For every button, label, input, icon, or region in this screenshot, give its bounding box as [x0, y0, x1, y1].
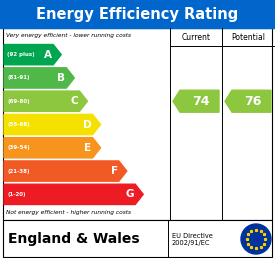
Text: Energy Efficiency Rating: Energy Efficiency Rating — [36, 6, 239, 21]
Text: (81-91): (81-91) — [7, 75, 29, 80]
Polygon shape — [4, 68, 74, 88]
Polygon shape — [4, 91, 87, 111]
Polygon shape — [4, 138, 101, 158]
Text: 76: 76 — [244, 95, 261, 108]
Text: A: A — [44, 50, 52, 60]
Polygon shape — [173, 90, 219, 112]
Text: (21-38): (21-38) — [7, 168, 29, 174]
Text: B: B — [57, 73, 65, 83]
Polygon shape — [225, 90, 271, 112]
Text: F: F — [111, 166, 118, 176]
Polygon shape — [4, 161, 127, 181]
Text: E: E — [84, 143, 92, 153]
Text: Potential: Potential — [231, 33, 265, 42]
Text: Not energy efficient - higher running costs: Not energy efficient - higher running co… — [6, 210, 131, 215]
Text: Very energy efficient - lower running costs: Very energy efficient - lower running co… — [6, 34, 131, 38]
Bar — [3, 28, 272, 220]
Circle shape — [241, 224, 271, 254]
Text: (39-54): (39-54) — [7, 145, 30, 150]
Polygon shape — [4, 114, 101, 135]
Text: (1-20): (1-20) — [7, 192, 26, 197]
Text: G: G — [126, 189, 134, 199]
Text: 74: 74 — [192, 95, 209, 108]
Text: (92 plus): (92 plus) — [7, 52, 35, 57]
Text: Current: Current — [182, 33, 210, 42]
Text: (55-68): (55-68) — [7, 122, 30, 127]
Bar — [0, 0, 275, 28]
Text: EU Directive
2002/91/EC: EU Directive 2002/91/EC — [172, 232, 213, 246]
Text: England & Wales: England & Wales — [8, 232, 140, 246]
Text: D: D — [83, 119, 92, 130]
Text: C: C — [71, 96, 78, 106]
Text: (69-80): (69-80) — [7, 99, 30, 104]
Polygon shape — [4, 184, 143, 205]
Bar — [3, 220, 272, 257]
Polygon shape — [4, 44, 61, 65]
